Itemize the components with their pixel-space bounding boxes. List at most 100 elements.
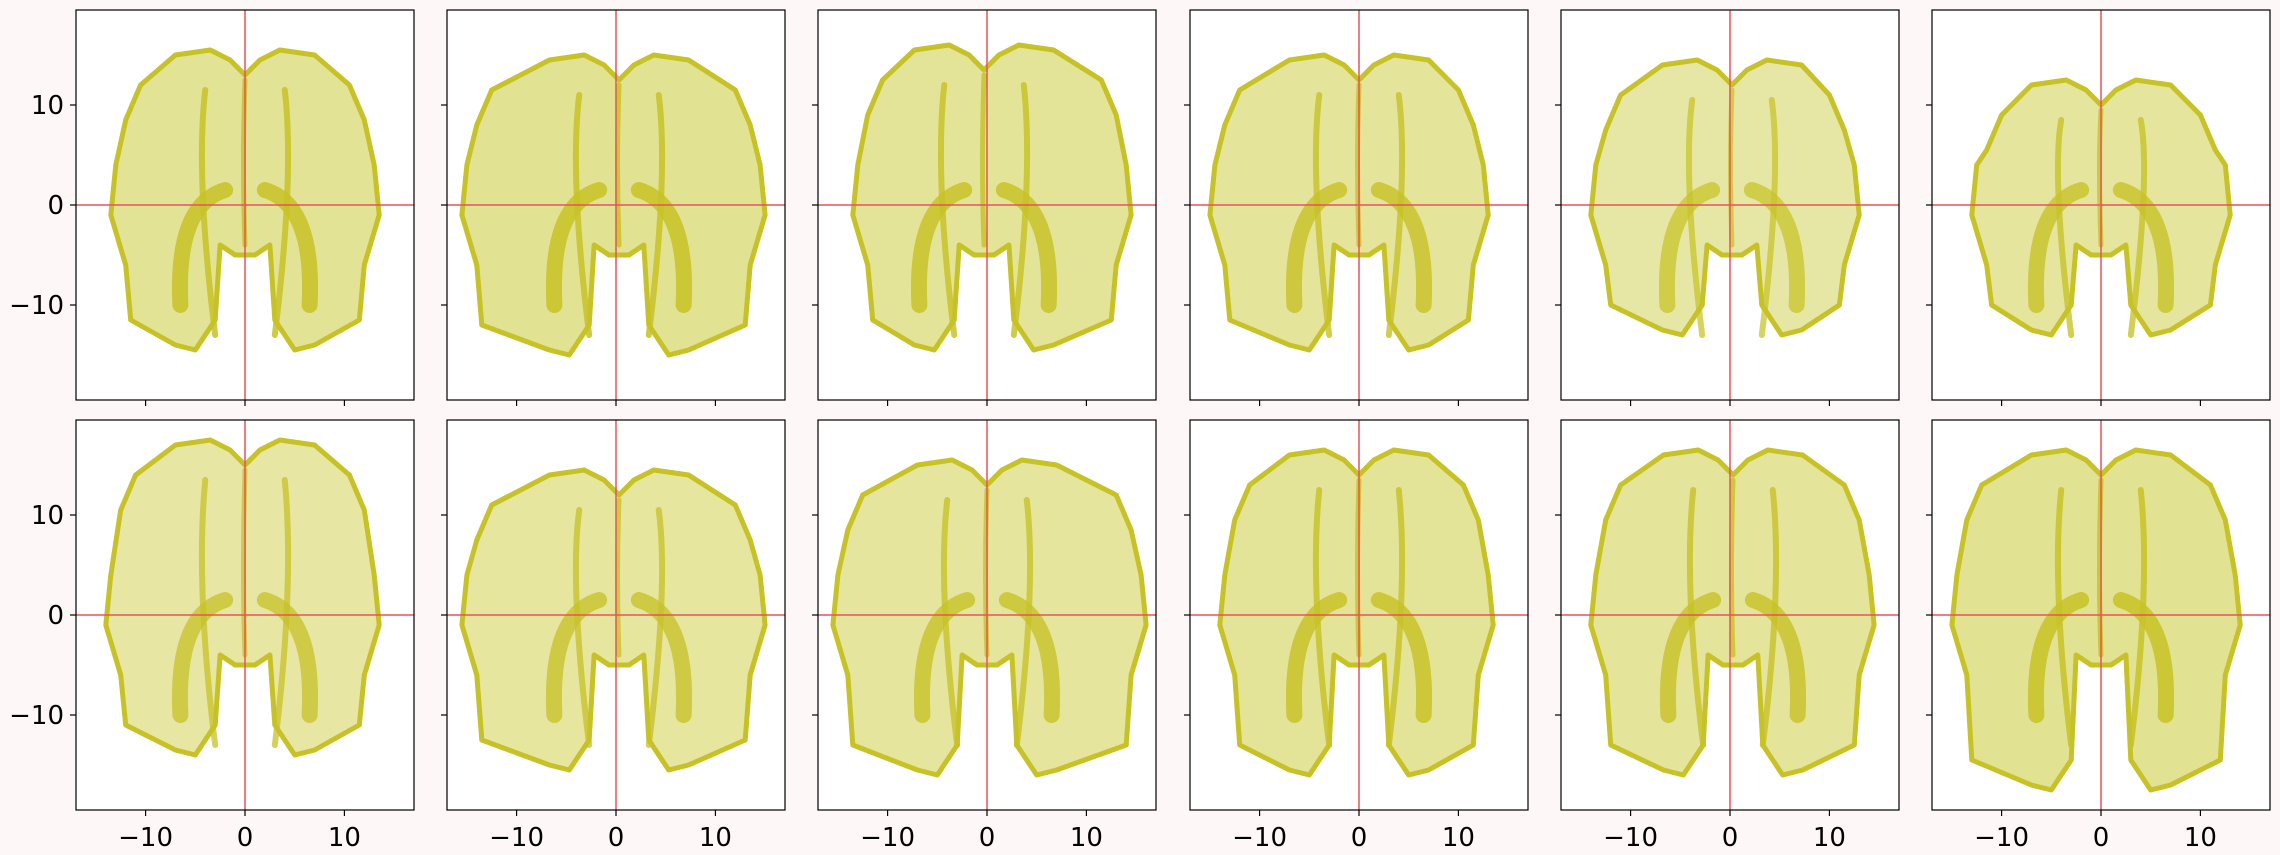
brain-slice (76, 10, 414, 400)
brain-slice (1561, 420, 1899, 810)
brain-slice (76, 420, 414, 810)
x-tick-label: −10 (489, 823, 544, 853)
right-sulcus (1759, 487, 1780, 748)
brain-slice (1932, 10, 2270, 400)
left-ventricle (1285, 592, 1348, 723)
midline-fissure (980, 72, 987, 248)
brain-slice (1932, 420, 2270, 810)
x-tick-label: 10 (1813, 823, 1846, 853)
right-sulcus (2127, 117, 2148, 338)
right-sulcus (1385, 92, 1406, 338)
right-ventricle (2112, 592, 2175, 723)
x-tick-label: 0 (1351, 823, 1368, 853)
y-tick-label: 0 (47, 601, 64, 631)
right-ventricle (2112, 182, 2175, 313)
left-sulcus (198, 87, 219, 338)
midline-fissure (614, 497, 622, 658)
right-ventricle (1744, 592, 1807, 723)
brain-slice (447, 10, 785, 400)
right-sulcus (1010, 82, 1031, 338)
panel-0-3 (1184, 9, 1529, 406)
right-sulcus (2127, 487, 2148, 748)
left-sulcus (572, 92, 593, 338)
brain-slice (1190, 420, 1528, 810)
panel-1-4: −10 0 10 (1555, 419, 1900, 853)
right-sulcus (645, 92, 666, 338)
panel-0-4 (1555, 9, 1900, 406)
x-tick-label: −10 (1974, 823, 2029, 853)
x-tick-label: 10 (1442, 823, 1475, 853)
y-tick-label: −10 (9, 291, 64, 321)
right-ventricle (998, 592, 1061, 723)
left-sulcus (572, 507, 593, 748)
left-sulcus (937, 82, 958, 338)
x-tick-label: −10 (860, 823, 915, 853)
panel-0-5 (1926, 9, 2271, 406)
left-ventricle (545, 592, 608, 723)
midline-fissure (1728, 477, 1736, 658)
right-sulcus (645, 507, 666, 748)
right-sulcus (1758, 97, 1779, 338)
y-tick-label: 10 (31, 91, 64, 121)
right-sulcus (271, 87, 292, 338)
x-tick-label: −10 (118, 823, 173, 853)
right-ventricle (256, 182, 319, 313)
left-sulcus (940, 497, 961, 748)
brain-slice (1190, 10, 1528, 400)
brain-slice (447, 420, 785, 810)
y-tick-label: −10 (9, 701, 64, 731)
left-ventricle (1659, 592, 1722, 723)
right-ventricle (256, 592, 319, 723)
left-sulcus (1312, 487, 1333, 748)
brain-slice (818, 420, 1156, 810)
panel-1-3: −10 0 10 (1184, 419, 1529, 853)
left-sulcus (1686, 487, 1707, 748)
left-ventricle (545, 182, 608, 313)
right-sulcus (271, 477, 292, 748)
x-tick-label: 10 (328, 823, 361, 853)
left-ventricle (171, 182, 234, 313)
right-sulcus (1013, 497, 1034, 748)
brain-slice (1561, 10, 1899, 400)
left-ventricle (1658, 182, 1721, 313)
x-tick-label: 0 (979, 823, 996, 853)
panel-1-5: −10 0 10 (1926, 419, 2271, 853)
left-sulcus (1685, 97, 1706, 338)
right-ventricle (630, 182, 693, 313)
brain-slice (818, 10, 1156, 400)
brain-fill (832, 460, 1147, 775)
left-ventricle (2027, 182, 2090, 313)
x-tick-label: 10 (1070, 823, 1103, 853)
x-tick-label: 10 (2184, 823, 2217, 853)
left-sulcus (2054, 117, 2075, 338)
panel-1-2: −10 0 10 (812, 419, 1157, 853)
left-ventricle (913, 592, 976, 723)
left-sulcus (1312, 92, 1333, 338)
right-ventricle (1743, 182, 1806, 313)
panel-0-1 (441, 9, 786, 406)
left-sulcus (2054, 487, 2075, 748)
right-ventricle (1370, 182, 1433, 313)
right-ventricle (630, 592, 693, 723)
left-ventricle (1285, 182, 1348, 313)
right-sulcus (1385, 487, 1406, 748)
right-ventricle (995, 182, 1058, 313)
x-tick-label: 0 (2093, 823, 2110, 853)
left-ventricle (171, 592, 234, 723)
panel-0-2 (812, 9, 1157, 406)
left-sulcus (198, 477, 219, 748)
midline-fissure (614, 82, 622, 248)
x-tick-label: −10 (1603, 823, 1658, 853)
x-tick-label: −10 (1232, 823, 1287, 853)
panel-1-0: −10 0 10 10 0 −10 (9, 419, 415, 853)
x-tick-label: 0 (608, 823, 625, 853)
left-ventricle (2027, 592, 2090, 723)
y-tick-label: 0 (47, 191, 64, 221)
right-ventricle (1370, 592, 1433, 723)
x-tick-label: 0 (1722, 823, 1739, 853)
panel-1-1: −10 0 10 (441, 419, 786, 853)
y-tick-label: 10 (31, 501, 64, 531)
panel-0-0: 10 0 −10 (9, 9, 415, 406)
x-tick-label: 10 (699, 823, 732, 853)
